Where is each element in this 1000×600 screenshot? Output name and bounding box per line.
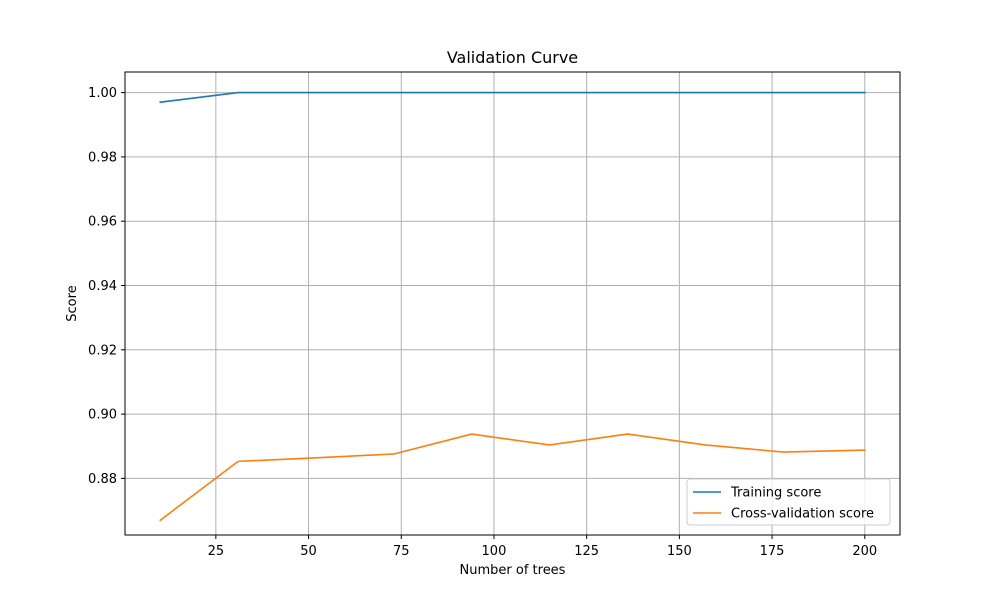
x-axis-title: Number of trees	[460, 563, 566, 578]
series-layer	[159, 91, 866, 522]
y-tick-label: 0.96	[88, 215, 117, 230]
legend-box	[686, 478, 891, 526]
x-tick-label: 50	[300, 544, 317, 559]
x-tick-label: 175	[760, 544, 785, 559]
x-tick-label: 125	[574, 544, 599, 559]
y-tick-label: 0.90	[88, 408, 117, 423]
y-tick-label: 0.88	[88, 472, 117, 487]
grid-layer	[125, 72, 900, 535]
x-tick-label: 200	[852, 544, 877, 559]
x-tick-label: 75	[393, 544, 410, 559]
tick-layer: 25 50 75 100 125 150 175 200 0.88 0.90 0.92 0.94 0.9…	[88, 86, 877, 559]
y-tick-label: 1.00	[88, 86, 117, 101]
legend-label-training-score: Training score	[730, 486, 821, 501]
y-tick-label: 0.94	[88, 279, 117, 294]
legend: Training score Cross-validation score	[686, 478, 891, 526]
chart-title: Validation Curve	[447, 48, 578, 67]
y-axis-title: Score	[65, 285, 80, 321]
series-line-cross-validation-score	[159, 433, 866, 522]
x-tick-label: 25	[208, 544, 225, 559]
series-line-training-score	[159, 91, 866, 104]
x-tick-label: 150	[667, 544, 692, 559]
y-tick-label: 0.98	[88, 150, 117, 165]
y-tick-label: 0.92	[88, 343, 117, 358]
legend-label-cross-validation-score: Cross-validation score	[731, 507, 874, 522]
plot-frame	[124, 71, 901, 536]
x-tick-label: 100	[482, 544, 507, 559]
